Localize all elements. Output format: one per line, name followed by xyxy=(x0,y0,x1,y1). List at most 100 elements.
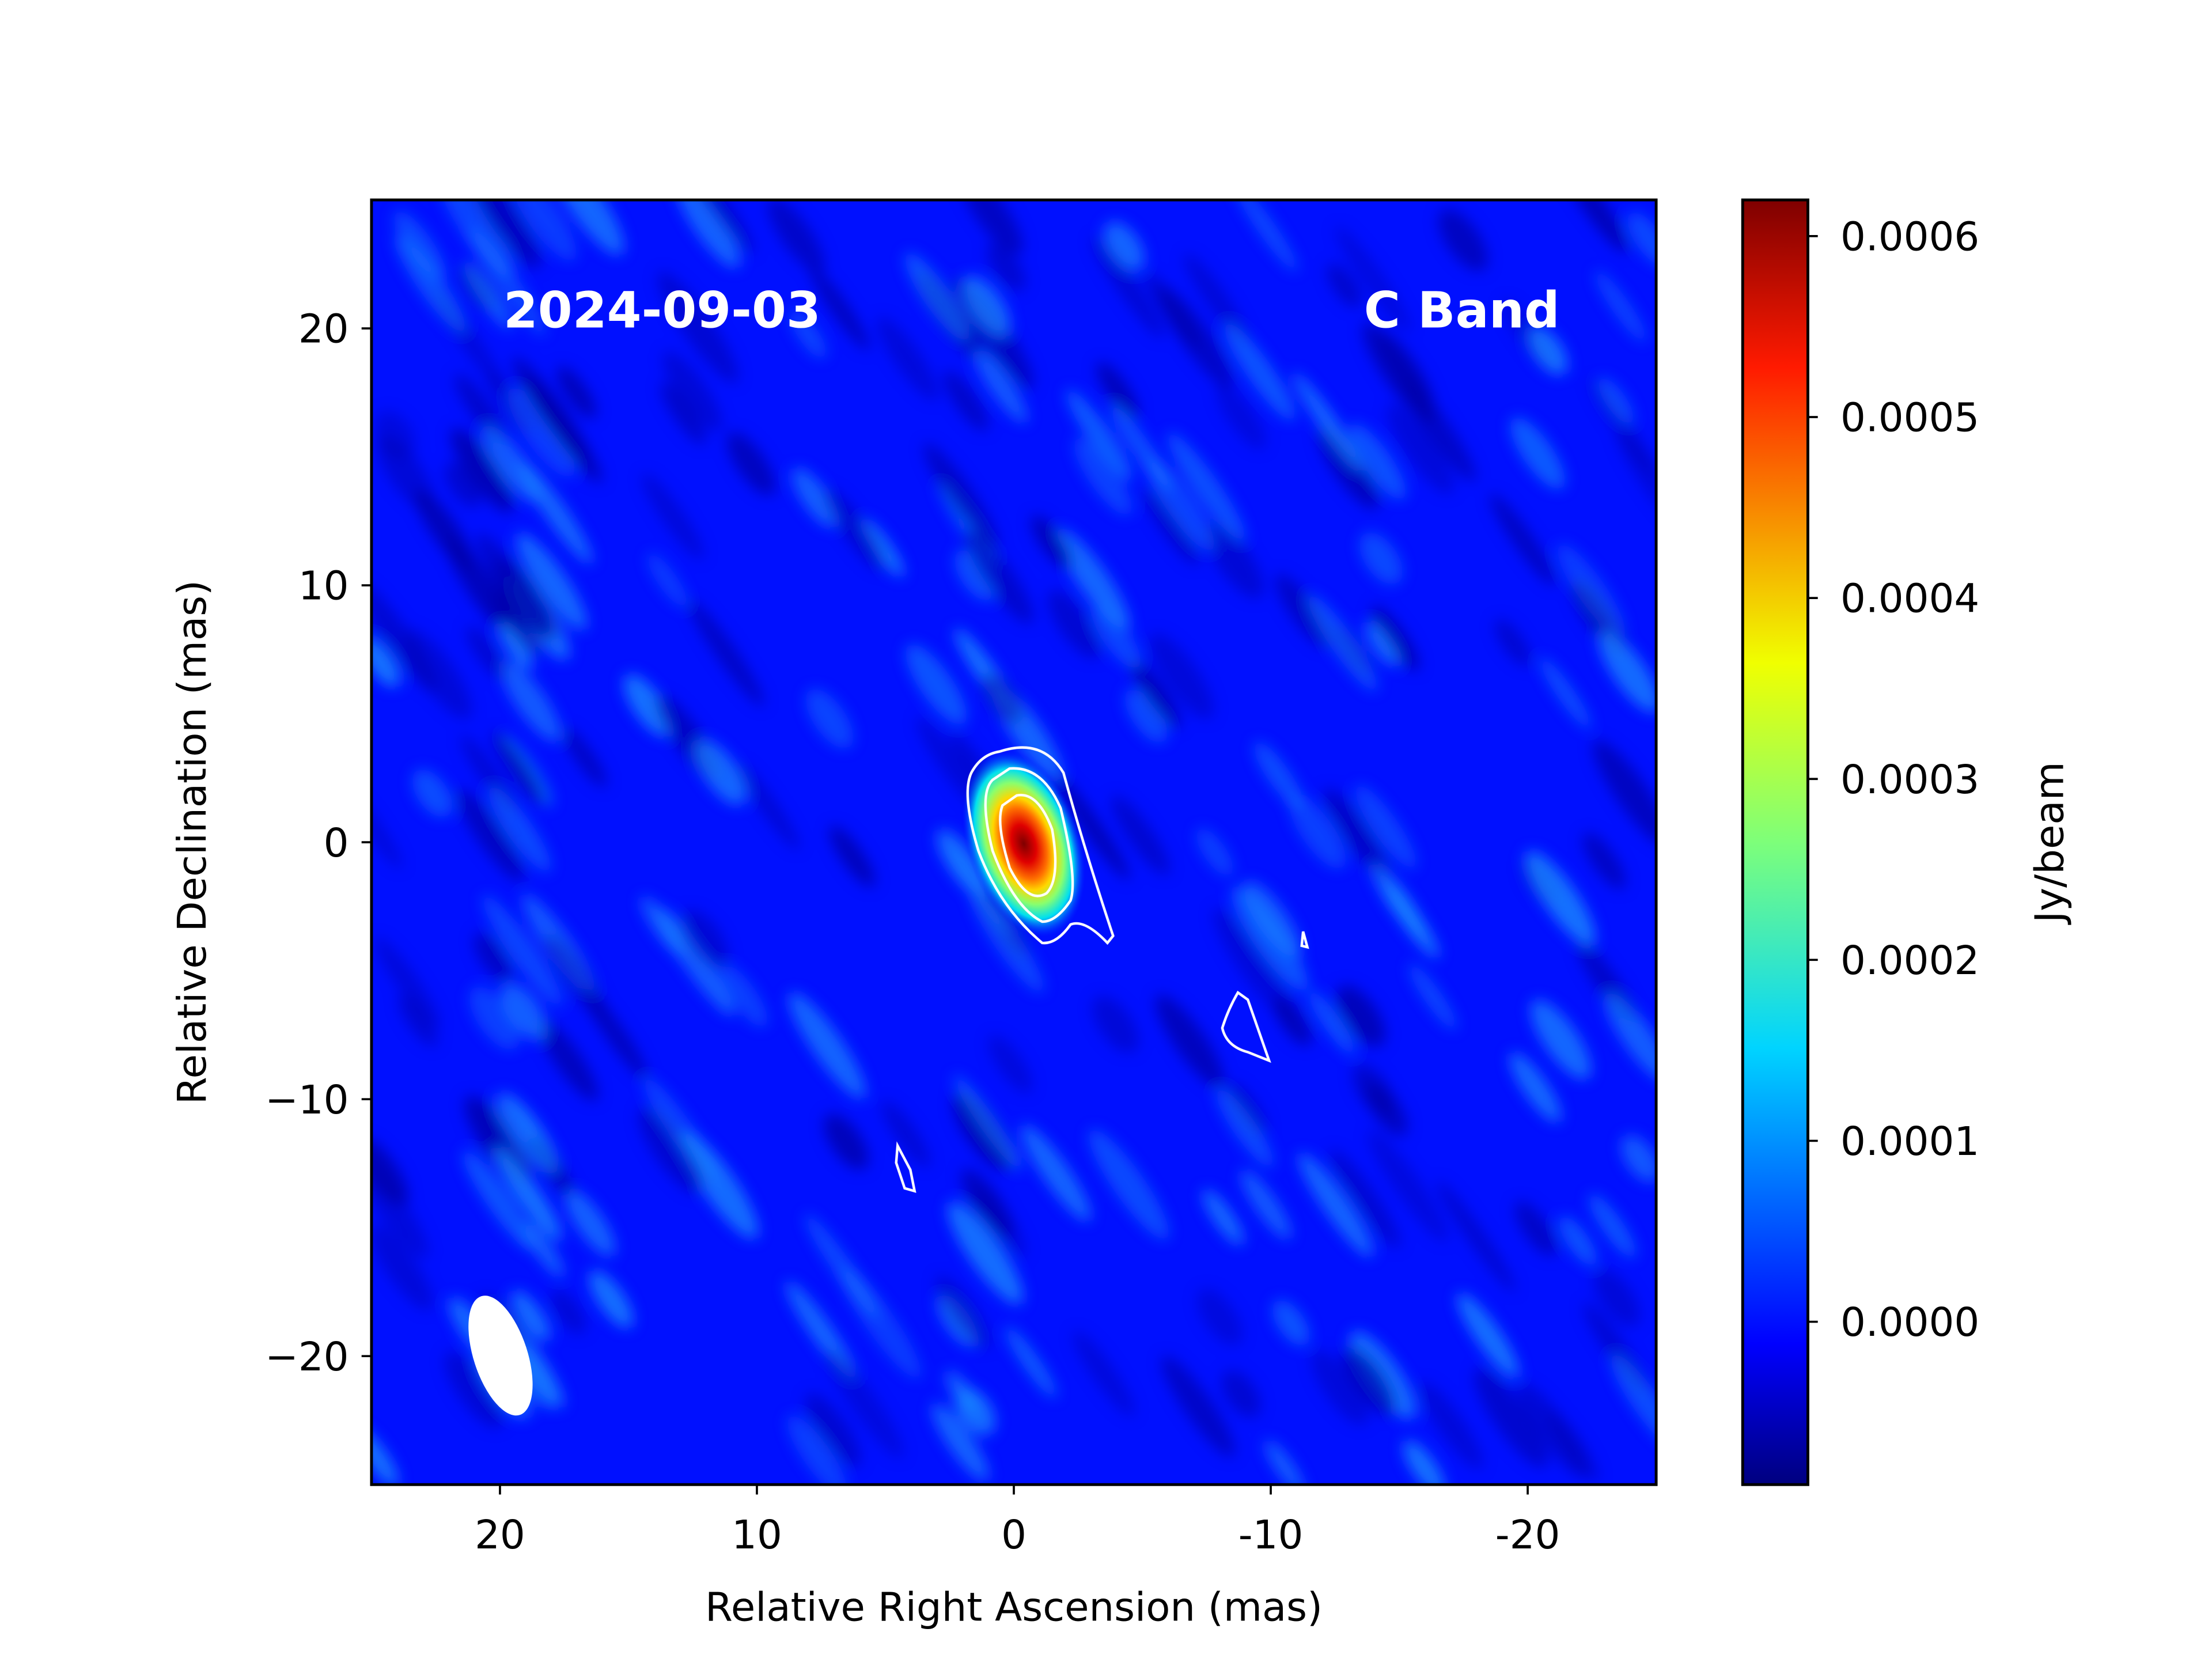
noise-streak xyxy=(961,1169,1013,1238)
noise-streak xyxy=(589,1270,634,1328)
noise-streak xyxy=(1053,772,1130,880)
noise-streak xyxy=(1184,253,1249,343)
noise-streak xyxy=(1066,389,1132,482)
noise-streak xyxy=(1272,1300,1310,1346)
noise-streak xyxy=(1021,1124,1092,1222)
noise-streak xyxy=(906,644,967,725)
noise-streak xyxy=(1298,1153,1374,1257)
noise-streak xyxy=(1403,1440,1445,1485)
noise-streak xyxy=(681,910,729,968)
noise-streak xyxy=(512,357,589,463)
colorbar-tick-label: 0.0006 xyxy=(1840,214,1979,260)
noise-streak xyxy=(1419,1381,1483,1469)
noise-streak xyxy=(1559,1215,1597,1266)
noise-streak xyxy=(1110,404,1173,491)
noise-streak xyxy=(495,1092,558,1175)
noise-streak xyxy=(1264,1440,1305,1485)
noise-streak xyxy=(805,1214,880,1319)
noise-streak xyxy=(1293,373,1363,471)
noise-streak xyxy=(959,200,1023,255)
noise-streak xyxy=(1253,741,1304,809)
noise-streak xyxy=(371,1427,399,1485)
noise-streak xyxy=(662,351,722,431)
noise-streak xyxy=(791,468,838,528)
noise-streak xyxy=(371,637,400,687)
noise-streak xyxy=(931,1403,989,1482)
noise-streak xyxy=(550,1289,586,1334)
noise-streak xyxy=(1557,543,1625,637)
noise-streak xyxy=(643,1077,717,1179)
noise-streak xyxy=(1355,785,1417,869)
contour-inner xyxy=(999,793,1057,897)
noise-streak xyxy=(510,200,577,262)
noise-streak xyxy=(1234,200,1298,272)
noise-streak xyxy=(371,581,437,692)
noise-streak xyxy=(488,786,551,872)
noise-streak xyxy=(548,200,624,255)
noise-streak xyxy=(1525,850,1596,946)
y-tick-label: −20 xyxy=(265,1334,349,1380)
noise-streak xyxy=(374,937,440,1028)
noise-streak xyxy=(1224,322,1296,421)
noise-streak xyxy=(1092,604,1141,669)
noise-streak xyxy=(1437,1180,1516,1292)
y-tick-label: 20 xyxy=(298,306,349,353)
noise-streak xyxy=(1227,1082,1267,1135)
colorbar-ticks: 0.0000 0.0001 0.0002 0.0003 0.0004 0.0005 0.00… xyxy=(1808,214,1979,1346)
noise-streak xyxy=(466,626,506,680)
noise-streak xyxy=(1604,992,1657,1082)
x-axis: 20 10 0 -10 -20 xyxy=(475,1484,1560,1558)
colorbar-tick-label: 0.0004 xyxy=(1840,576,1979,622)
noise-streak xyxy=(1092,237,1164,339)
band-annotation: C Band xyxy=(1364,282,1560,340)
noise-streak xyxy=(1213,908,1295,1021)
noise-streak xyxy=(694,739,747,805)
noise-streak xyxy=(737,763,800,850)
noise-streak xyxy=(1111,796,1170,875)
noise-streak xyxy=(456,789,524,882)
noise-streak xyxy=(1368,1130,1448,1242)
noise-streak xyxy=(469,986,520,1050)
noise-streak xyxy=(1317,427,1379,510)
noise-streak xyxy=(945,1370,979,1414)
noise-streak xyxy=(444,1351,503,1429)
noise-streak xyxy=(965,531,1033,624)
noise-streak xyxy=(1215,1088,1274,1168)
noise-streak xyxy=(660,382,706,445)
noise-streak xyxy=(1371,863,1426,939)
x-tick-label: 0 xyxy=(1001,1512,1027,1558)
noise-streak xyxy=(1597,377,1634,425)
noise-streak xyxy=(1096,362,1139,419)
noise-streak xyxy=(1104,221,1145,271)
noise-streak xyxy=(1387,404,1454,494)
noise-streak xyxy=(829,825,875,887)
noise-streak xyxy=(398,995,438,1047)
noise-streak xyxy=(1555,200,1628,253)
noise-streak xyxy=(861,518,904,577)
date-annotation: 2024-09-03 xyxy=(503,282,821,340)
noise-streak xyxy=(516,533,588,630)
noise-streak xyxy=(1349,423,1406,500)
noise-streak xyxy=(982,673,1022,724)
noise-streak xyxy=(825,1350,904,1459)
noise-streak xyxy=(988,1035,1033,1093)
noise-streak xyxy=(371,1161,429,1259)
noise-streak xyxy=(371,1225,433,1310)
contour-blob xyxy=(1300,931,1309,949)
noise-streak xyxy=(638,1107,703,1194)
x-tick-label: 20 xyxy=(475,1512,525,1558)
noise-streak xyxy=(1130,659,1181,728)
noise-streak xyxy=(1589,1194,1637,1258)
noise-streak xyxy=(971,892,1044,993)
contour-mid xyxy=(984,767,1074,923)
noise-streak xyxy=(987,243,1026,291)
noise-streak xyxy=(1336,985,1385,1047)
noise-streak xyxy=(395,234,467,334)
noise-streak xyxy=(522,1220,565,1278)
x-tick-label: -20 xyxy=(1495,1512,1560,1558)
noise-streak xyxy=(973,349,1028,423)
noise-streak xyxy=(657,271,738,383)
contour-blob xyxy=(895,1141,916,1193)
noise-streak xyxy=(904,252,970,342)
noise-streak xyxy=(376,435,435,511)
